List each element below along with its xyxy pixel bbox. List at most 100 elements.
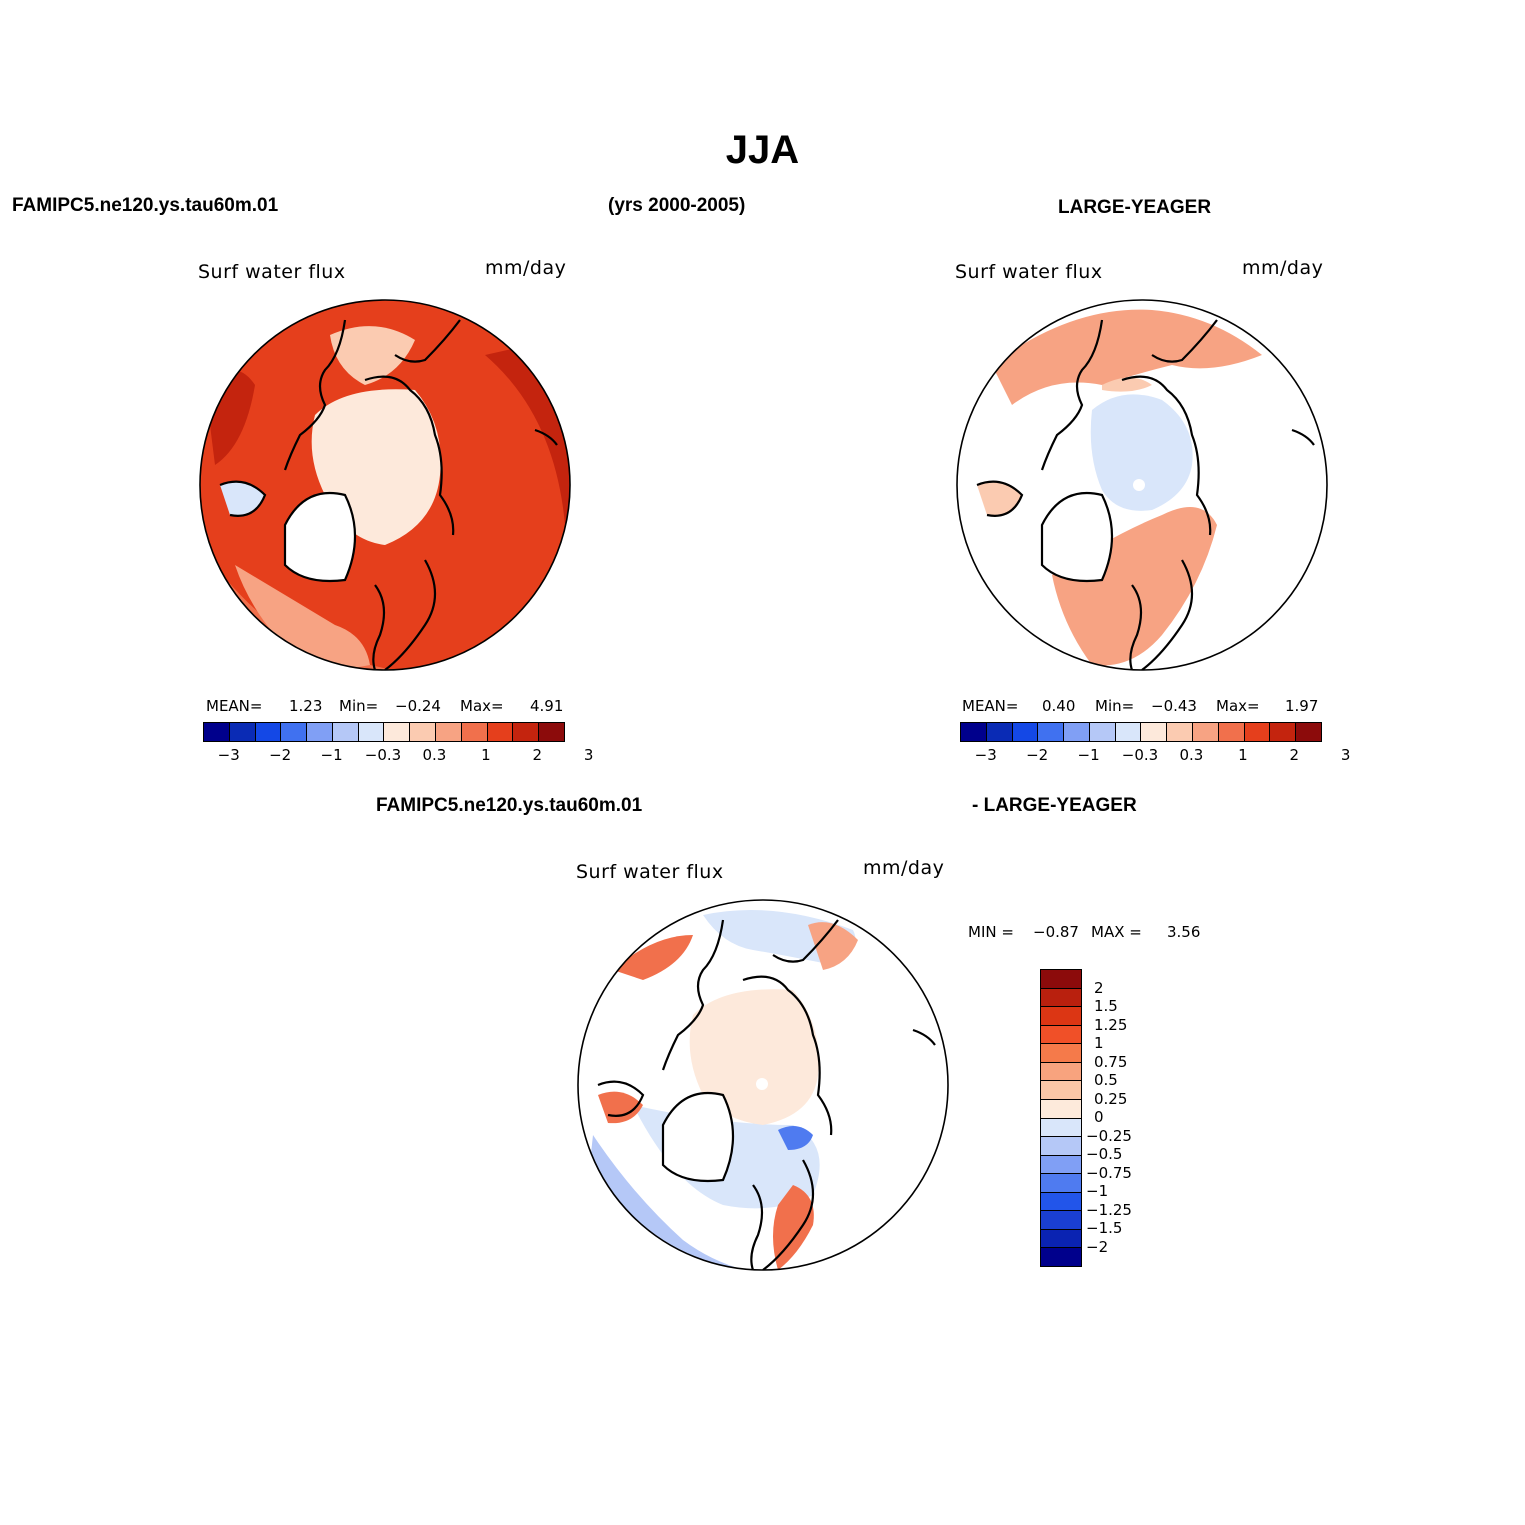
colorbar-swatch bbox=[1193, 723, 1219, 741]
diff-min-label: MIN = bbox=[968, 923, 1014, 941]
colorbar-swatch bbox=[436, 723, 462, 741]
diff-units-label: mm/day bbox=[863, 857, 945, 879]
colorbar-swatch bbox=[1041, 1248, 1081, 1266]
colorbar-swatch bbox=[961, 723, 987, 741]
model-units-label: mm/day bbox=[485, 257, 567, 279]
colorbar-tick-label: 3 bbox=[583, 746, 594, 764]
colorbar-tick-label: −1.5 bbox=[1086, 1219, 1123, 1237]
colorbar-swatch bbox=[1041, 1155, 1081, 1175]
model-max-label: Max= bbox=[460, 697, 504, 715]
model-max-value: 4.91 bbox=[530, 697, 564, 715]
diff-variable-label: Surf water flux bbox=[576, 861, 724, 883]
colorbar-tick-label: −2 bbox=[269, 746, 292, 764]
colorbar-tick-label: −0.5 bbox=[1086, 1145, 1123, 1163]
colorbar-swatch bbox=[1041, 1062, 1081, 1082]
obs-field-pacific-peach bbox=[1102, 377, 1152, 392]
colorbar-tick-label: 0 bbox=[1094, 1108, 1104, 1126]
colorbar-swatch bbox=[986, 723, 1013, 741]
diff-coastlines bbox=[597, 919, 936, 1270]
obs-field-pacific-salmon bbox=[992, 309, 1262, 405]
diff-field-greenland bbox=[663, 1093, 733, 1181]
colorbar-tick-label: −3 bbox=[974, 746, 997, 764]
colorbar-swatch bbox=[487, 723, 514, 741]
colorbar-swatch bbox=[307, 723, 333, 741]
colorbar-tick-label: −2 bbox=[1026, 746, 1049, 764]
obs-mean-value: 0.40 bbox=[1042, 697, 1076, 715]
colorbar-swatch bbox=[461, 723, 488, 741]
colorbar-swatch bbox=[1270, 723, 1297, 741]
diff-right-label: - LARGE-YEAGER bbox=[972, 795, 1137, 816]
diff-field-norwegian-blue bbox=[778, 1126, 813, 1150]
colorbar-tick-label: −1 bbox=[320, 746, 343, 764]
colorbar-tick-label: 1 bbox=[1094, 1034, 1104, 1052]
years-label: (yrs 2000-2005) bbox=[608, 195, 746, 216]
colorbar-swatch bbox=[1041, 1044, 1081, 1063]
colorbar-swatch bbox=[1115, 723, 1142, 741]
model-min-value: −0.24 bbox=[395, 697, 441, 715]
colorbar-swatch bbox=[1218, 723, 1245, 741]
model-polar-map bbox=[199, 299, 571, 671]
obs-min-value: −0.43 bbox=[1151, 697, 1197, 715]
colorbar-tick-label: −2 bbox=[1086, 1237, 1109, 1256]
model-min-label: Min= bbox=[339, 697, 379, 715]
model-coastlines bbox=[219, 319, 558, 670]
model-field-hudson-blue bbox=[220, 481, 265, 516]
diff-max-value: 3.56 bbox=[1167, 923, 1201, 941]
colorbar-tick-label: 0.3 bbox=[1179, 746, 1204, 764]
obs-name: LARGE-YEAGER bbox=[1058, 197, 1212, 218]
diff-colorbar bbox=[1040, 969, 1082, 1267]
obs-field-arctic-blue bbox=[1090, 394, 1193, 511]
colorbar-swatch bbox=[1041, 1211, 1081, 1230]
colorbar-tick-label: 2 bbox=[1094, 978, 1104, 997]
colorbar-swatch bbox=[281, 723, 308, 741]
colorbar-tick-label: −1.25 bbox=[1086, 1200, 1132, 1219]
obs-field-atlantic-salmon bbox=[1052, 507, 1217, 666]
model-mean-value: 1.23 bbox=[289, 697, 323, 715]
colorbar-tick-label: 0.25 bbox=[1094, 1089, 1128, 1108]
figure-title: JJA bbox=[725, 128, 800, 172]
colorbar-tick-label: 2 bbox=[1289, 746, 1300, 764]
colorbar-tick-label: 1 bbox=[481, 746, 491, 764]
colorbar-tick-label: −0.3 bbox=[1121, 746, 1159, 764]
colorbar-swatch bbox=[1041, 1099, 1081, 1119]
obs-max-label: Max= bbox=[1216, 697, 1260, 715]
obs-field-greenland bbox=[1042, 493, 1112, 581]
colorbar-tick-label: 1.5 bbox=[1094, 997, 1118, 1015]
colorbar-swatch bbox=[1041, 1229, 1081, 1249]
colorbar-tick-label: −0.3 bbox=[364, 746, 402, 764]
colorbar-swatch bbox=[204, 723, 230, 741]
model-mean-label: MEAN= bbox=[206, 697, 263, 715]
diff-field-pacific-orange bbox=[613, 935, 693, 980]
diff-field-arctic-peach bbox=[689, 989, 819, 1125]
diff-field-scandinavia-orange bbox=[773, 1185, 814, 1270]
colorbar-tick-label: −0.75 bbox=[1086, 1163, 1132, 1182]
colorbar-swatch bbox=[1041, 1118, 1081, 1138]
obs-variable-label: Surf water flux bbox=[955, 261, 1103, 283]
case-name: FAMIPC5.ne120.ys.tau60m.01 bbox=[12, 195, 279, 216]
colorbar-swatch bbox=[255, 723, 282, 741]
colorbar-swatch bbox=[332, 723, 359, 741]
colorbar-swatch bbox=[358, 723, 385, 741]
colorbar-tick-label: 2 bbox=[532, 746, 543, 764]
obs-colorbar bbox=[960, 722, 1322, 742]
model-variable-label: Surf water flux bbox=[198, 261, 346, 283]
colorbar-swatch bbox=[410, 723, 437, 741]
colorbar-swatch bbox=[1041, 1081, 1081, 1100]
diff-max-label: MAX = bbox=[1091, 923, 1142, 941]
obs-polar-map bbox=[956, 299, 1328, 671]
diff-left-label: FAMIPC5.ne120.ys.tau60m.01 bbox=[376, 795, 643, 816]
diff-polar-map bbox=[577, 899, 949, 1271]
colorbar-swatch bbox=[513, 723, 540, 741]
colorbar-swatch bbox=[1041, 1007, 1081, 1026]
colorbar-swatch bbox=[1064, 723, 1090, 741]
obs-min-label: Min= bbox=[1095, 697, 1135, 715]
colorbar-tick-label: 1.25 bbox=[1094, 1015, 1128, 1034]
model-colorbar bbox=[203, 722, 565, 742]
colorbar-swatch bbox=[1089, 723, 1116, 741]
colorbar-swatch bbox=[1038, 723, 1065, 741]
colorbar-swatch bbox=[1041, 1137, 1081, 1156]
model-field-band-salmon bbox=[235, 565, 370, 670]
obs-coastlines bbox=[976, 319, 1315, 670]
obs-mean-label: MEAN= bbox=[962, 697, 1019, 715]
colorbar-tick-label: 0.75 bbox=[1094, 1052, 1128, 1071]
